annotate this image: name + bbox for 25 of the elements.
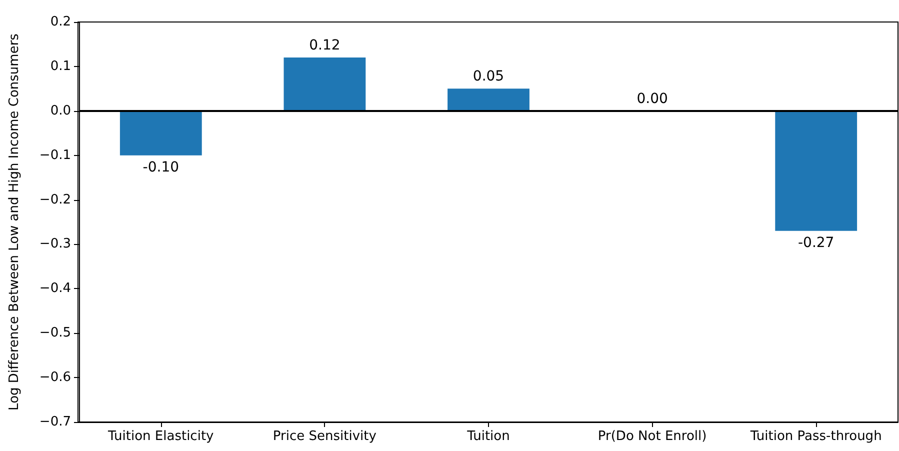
bar [775,110,858,231]
bar [284,58,366,111]
y-tick-label: 0.2 [50,14,71,30]
data-label: -0.10 [142,159,180,176]
x-tick-label: Tuition [466,429,510,444]
y-tick-label: 0.1 [50,58,71,74]
x-tick-label: Tuition Elasticity [107,429,214,444]
y-tick-label: −0.7 [39,414,71,430]
bar [448,88,530,111]
y-axis-title: Log Difference Between Low and High Income Consumers [7,33,22,410]
bar [120,110,202,156]
x-tick-label: Price Sensitivity [272,429,377,444]
y-tick-label: −0.2 [39,192,71,208]
y-tick-label: −0.5 [39,326,71,341]
data-label: 0.00 [636,90,668,107]
y-tick-label: −0.1 [39,148,71,163]
x-tick-label: Pr(Do Not Enroll) [598,429,707,444]
y-tick-label: −0.4 [39,281,71,296]
data-label: 0.12 [309,38,340,54]
data-label: -0.27 [798,234,834,251]
y-tick-label: −0.6 [39,370,71,386]
data-label: 0.05 [472,68,504,85]
y-tick-label: 0.0 [50,103,71,118]
y-tick-label: −0.3 [39,236,71,252]
x-tick-label: Tuition Pass-through [749,429,882,444]
